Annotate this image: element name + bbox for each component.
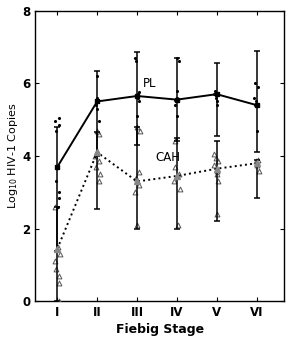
Point: [254, 99, 258, 104]
Point: [173, 164, 177, 170]
Point: [255, 162, 260, 168]
Point: [53, 119, 57, 124]
Point: [213, 155, 218, 160]
Point: [95, 95, 99, 101]
Point: [53, 259, 57, 264]
Point: [257, 168, 261, 173]
Point: [56, 244, 60, 250]
Point: [94, 102, 99, 108]
Point: [133, 59, 138, 64]
Point: [97, 179, 102, 184]
Point: [57, 273, 61, 279]
Point: [177, 186, 182, 192]
Point: [133, 189, 137, 195]
Point: [135, 91, 140, 97]
Point: [172, 102, 177, 108]
Point: [255, 128, 260, 133]
Text: CAH: CAH: [155, 152, 180, 165]
Point: [52, 204, 57, 210]
Point: [54, 266, 58, 272]
Point: [172, 97, 177, 102]
Point: [213, 95, 218, 101]
Point: [133, 55, 138, 61]
Point: [216, 159, 220, 164]
Point: [255, 157, 260, 162]
Point: [175, 95, 179, 101]
Point: [252, 95, 256, 101]
Point: [172, 179, 177, 184]
Point: [97, 171, 102, 177]
Point: [215, 211, 219, 217]
Point: [57, 115, 61, 120]
Point: [175, 113, 180, 119]
Point: [57, 195, 61, 200]
Point: [137, 90, 142, 95]
Point: [135, 124, 139, 130]
Point: [56, 204, 60, 210]
Point: [94, 128, 99, 133]
Point: [94, 97, 98, 102]
Point: [214, 99, 219, 104]
Point: [137, 182, 141, 188]
Point: [57, 251, 62, 257]
Point: [254, 159, 259, 164]
Point: [177, 59, 181, 64]
Point: [212, 162, 217, 168]
Point: [95, 73, 99, 79]
Point: [213, 88, 218, 93]
Point: [97, 159, 101, 164]
Point: [253, 80, 257, 86]
Point: [136, 95, 141, 101]
Point: [212, 152, 217, 157]
Point: [137, 99, 142, 104]
Point: [56, 189, 61, 195]
Point: [256, 84, 260, 90]
Point: [133, 175, 138, 181]
Point: [95, 106, 99, 111]
Point: [94, 99, 99, 104]
Point: [175, 173, 180, 179]
Point: [253, 102, 258, 108]
Point: [94, 164, 98, 170]
Text: PL: PL: [143, 77, 157, 90]
Point: [135, 113, 139, 119]
Point: [177, 171, 182, 177]
Point: [212, 91, 217, 97]
Point: [137, 128, 142, 133]
Point: [57, 299, 62, 304]
Point: [96, 119, 101, 124]
Point: [216, 179, 220, 184]
Point: [215, 171, 219, 177]
Point: [54, 179, 58, 184]
Y-axis label: Log$_{10}$ HIV-1 Copies: Log$_{10}$ HIV-1 Copies: [6, 103, 19, 209]
Point: [93, 153, 97, 159]
Point: [135, 222, 139, 228]
Point: [175, 55, 180, 61]
Point: [174, 88, 179, 93]
X-axis label: Fiebig Stage: Fiebig Stage: [116, 324, 204, 337]
Point: [215, 102, 219, 108]
Point: [215, 168, 219, 173]
Point: [97, 131, 101, 137]
Point: [54, 128, 59, 133]
Point: [176, 222, 180, 228]
Point: [136, 170, 141, 175]
Point: [95, 148, 99, 153]
Point: [173, 139, 178, 144]
Point: [135, 179, 139, 184]
Point: [57, 280, 62, 286]
Point: [57, 122, 61, 128]
